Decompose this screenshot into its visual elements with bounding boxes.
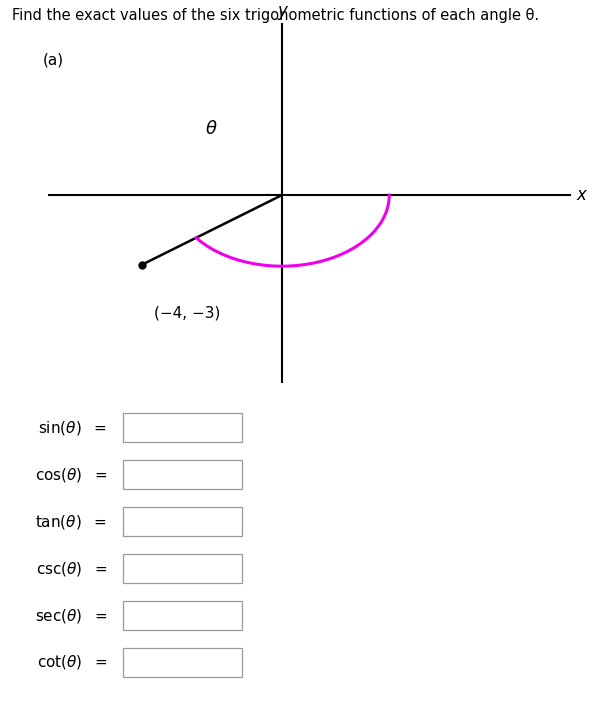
Bar <box>123 601 242 630</box>
Text: Find the exact values of the six trigonometric functions of each angle θ.: Find the exact values of the six trigono… <box>12 8 539 23</box>
Text: $\mathrm{tan}(\theta)$  $=$: $\mathrm{tan}(\theta)$ $=$ <box>36 513 107 530</box>
Bar <box>123 648 242 677</box>
Text: y: y <box>277 2 287 21</box>
Text: x: x <box>576 186 586 204</box>
Text: θ: θ <box>206 120 217 138</box>
Text: (−4, −3): (−4, −3) <box>154 305 221 320</box>
Bar <box>123 460 242 489</box>
Text: $\mathrm{cot}(\theta)$  $=$: $\mathrm{cot}(\theta)$ $=$ <box>37 653 107 672</box>
Text: $\mathrm{csc}(\theta)$  $=$: $\mathrm{csc}(\theta)$ $=$ <box>36 560 107 578</box>
Bar <box>123 507 242 536</box>
Bar <box>123 414 242 443</box>
Bar <box>123 554 242 583</box>
Text: $\mathrm{cos}(\theta)$  $=$: $\mathrm{cos}(\theta)$ $=$ <box>34 466 107 484</box>
Text: $\mathrm{sin}(\theta)$  $=$: $\mathrm{sin}(\theta)$ $=$ <box>39 419 107 437</box>
Text: $\mathrm{sec}(\theta)$  $=$: $\mathrm{sec}(\theta)$ $=$ <box>34 607 107 625</box>
Text: (a): (a) <box>43 53 64 68</box>
